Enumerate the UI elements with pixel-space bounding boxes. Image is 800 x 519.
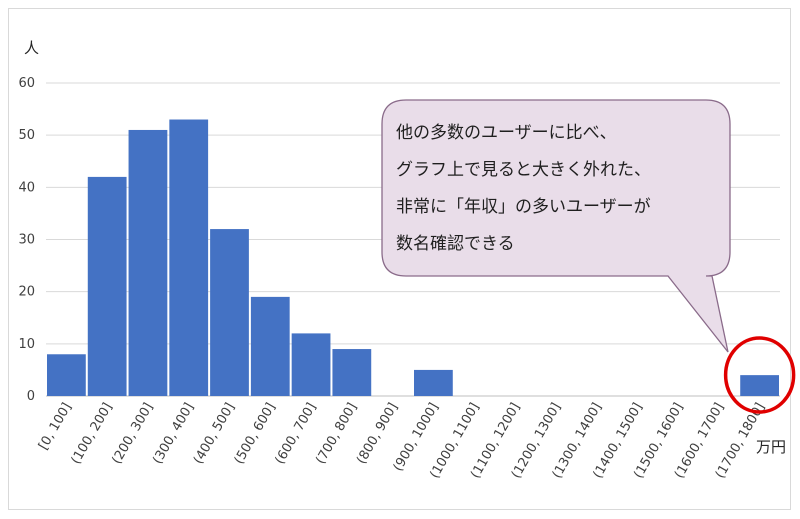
bar — [128, 129, 168, 396]
y-tick-label: 20 — [18, 285, 35, 300]
x-tick-labels: [0, 100](100, 200](200, 300](300, 400](4… — [36, 400, 768, 481]
bar — [210, 229, 249, 396]
x-tick-label: (500, 600] — [232, 401, 279, 467]
y-tick-label: 60 — [18, 76, 35, 91]
y-tick-labels: 0 10 20 30 40 50 60 — [18, 76, 35, 404]
x-tick-label: (600, 700] — [273, 401, 320, 467]
x-tick-label: [0, 100] — [36, 401, 75, 453]
callout-line: 数名確認できる — [396, 234, 515, 254]
bar — [169, 119, 209, 397]
bars — [47, 119, 779, 397]
highlight-circle — [723, 336, 796, 414]
callout-annotation: 他の多数のユーザーに比べ、グラフ上で見ると大きく外れた、非常に「年収」の多いユー… — [381, 99, 731, 353]
callout-line: 他の多数のユーザーに比べ、 — [396, 123, 617, 143]
x-tick-label: (400, 500] — [191, 401, 238, 467]
x-axis-unit: 万円 — [756, 438, 786, 456]
x-tick-label: (200, 300] — [109, 401, 156, 467]
bar — [87, 176, 127, 396]
bar — [291, 333, 331, 396]
x-tick-label: (100, 200] — [69, 401, 116, 467]
bar — [414, 369, 453, 396]
y-tick-label: 30 — [18, 233, 35, 248]
callout-line: グラフ上で見ると大きく外れた、 — [396, 160, 651, 180]
x-tick-label: (800, 900] — [354, 401, 401, 467]
x-tick-label: (300, 400] — [150, 401, 197, 467]
bar — [47, 354, 86, 396]
y-tick-label: 0 — [27, 389, 35, 404]
y-tick-label: 40 — [18, 180, 35, 195]
y-tick-label: 10 — [18, 337, 35, 352]
callout-bubble — [381, 99, 731, 353]
bar — [740, 375, 779, 396]
bar — [332, 349, 372, 396]
y-tick-label: 50 — [18, 128, 35, 143]
y-axis-unit: 人 — [24, 39, 39, 57]
callout-line: 非常に「年収」の多いユーザーが — [396, 197, 651, 217]
x-tick-label: (700, 800] — [313, 401, 360, 467]
bar — [250, 296, 290, 396]
